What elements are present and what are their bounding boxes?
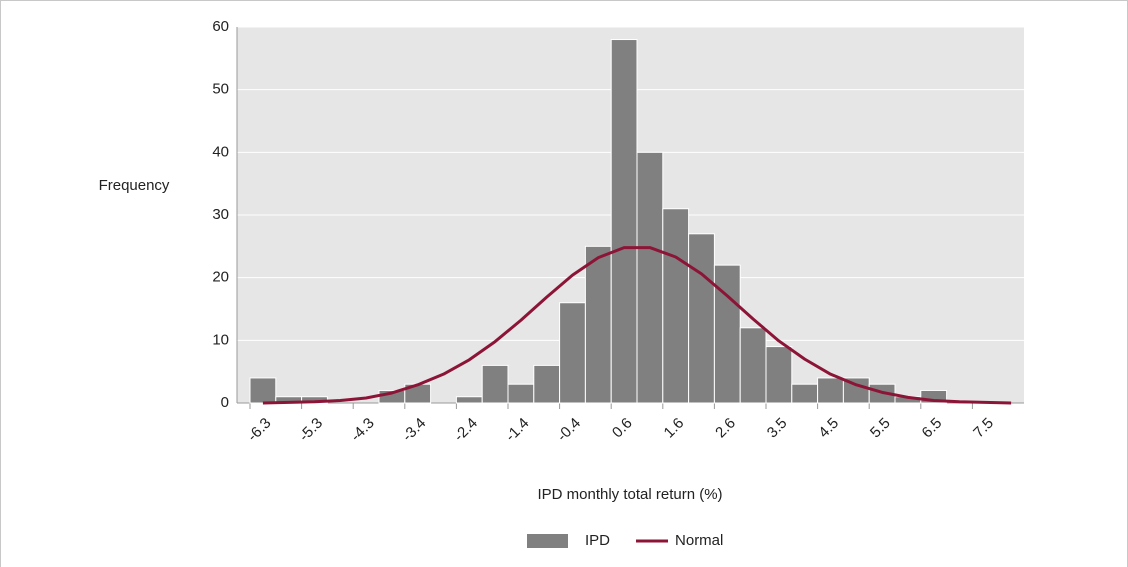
y-axis-label: Frequency bbox=[99, 177, 170, 194]
y-tick-label: 10 bbox=[212, 331, 229, 348]
bar bbox=[559, 302, 586, 404]
bar bbox=[765, 346, 793, 404]
y-tick-label: 60 bbox=[212, 18, 229, 35]
x-tick-label: 6.5 bbox=[919, 415, 946, 442]
x-tick-label: -3.4 bbox=[399, 415, 429, 445]
x-tick-label: -0.4 bbox=[554, 415, 584, 445]
x-tick-label: 2.6 bbox=[712, 415, 739, 442]
y-tick-label: 20 bbox=[212, 269, 229, 286]
bar bbox=[662, 208, 690, 404]
x-tick-label: -6.3 bbox=[244, 415, 274, 445]
bar bbox=[481, 364, 509, 404]
legend-label: Normal bbox=[675, 532, 723, 549]
bar bbox=[507, 383, 535, 404]
y-tick-label: 50 bbox=[212, 81, 229, 98]
x-tick-label: 3.5 bbox=[764, 415, 791, 442]
x-tick-label: 5.5 bbox=[867, 415, 894, 442]
x-tick-label: -2.4 bbox=[451, 415, 481, 445]
legend-swatch bbox=[527, 534, 568, 548]
bar bbox=[636, 151, 664, 404]
bar bbox=[533, 364, 561, 404]
y-tick-label: 30 bbox=[212, 206, 229, 223]
bar bbox=[610, 39, 638, 404]
x-tick-label: 7.5 bbox=[970, 415, 997, 442]
bar bbox=[713, 264, 741, 404]
x-tick-label: 1.6 bbox=[661, 415, 688, 442]
x-tick-label: 4.5 bbox=[815, 415, 842, 442]
bar bbox=[249, 377, 277, 404]
legend-label: IPD bbox=[585, 532, 610, 549]
bar bbox=[739, 327, 767, 404]
y-tick-label: 40 bbox=[212, 143, 229, 160]
bar bbox=[817, 377, 844, 404]
x-tick-label: 0.6 bbox=[609, 415, 636, 442]
bar bbox=[791, 383, 819, 404]
x-axis-label: IPD monthly total return (%) bbox=[537, 486, 722, 503]
x-tick-label: -4.3 bbox=[347, 415, 377, 445]
x-tick-label: -1.4 bbox=[502, 415, 532, 445]
x-tick-label: -5.3 bbox=[296, 415, 326, 445]
bar bbox=[584, 245, 612, 404]
bar bbox=[455, 396, 483, 404]
bar bbox=[688, 233, 715, 404]
y-tick-label: 0 bbox=[221, 394, 229, 411]
line bbox=[262, 246, 1012, 405]
